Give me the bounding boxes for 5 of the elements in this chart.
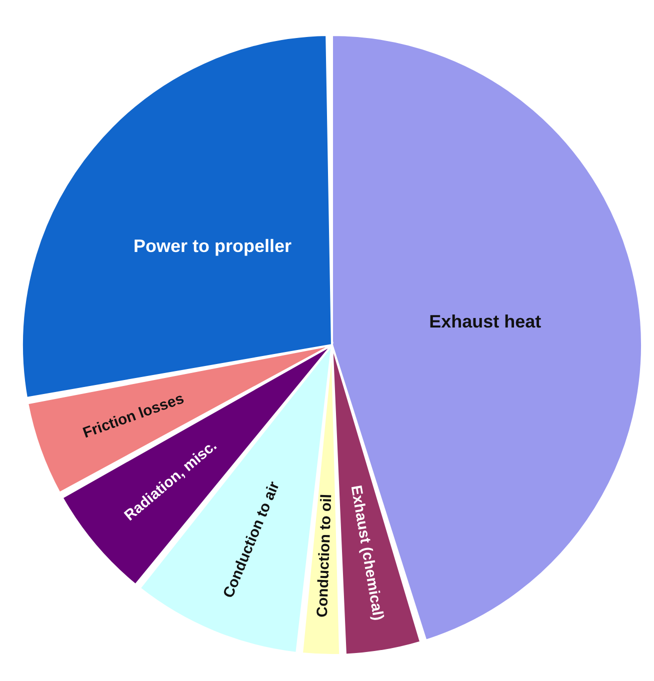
slice-label: Exhaust heat xyxy=(429,311,542,332)
slice-label: Exhaust (chemical) xyxy=(347,484,387,622)
slice-label: Power to propeller xyxy=(134,236,292,256)
slice-label: Friction losses xyxy=(80,390,186,442)
slice-label: Conduction to oil xyxy=(314,494,336,618)
